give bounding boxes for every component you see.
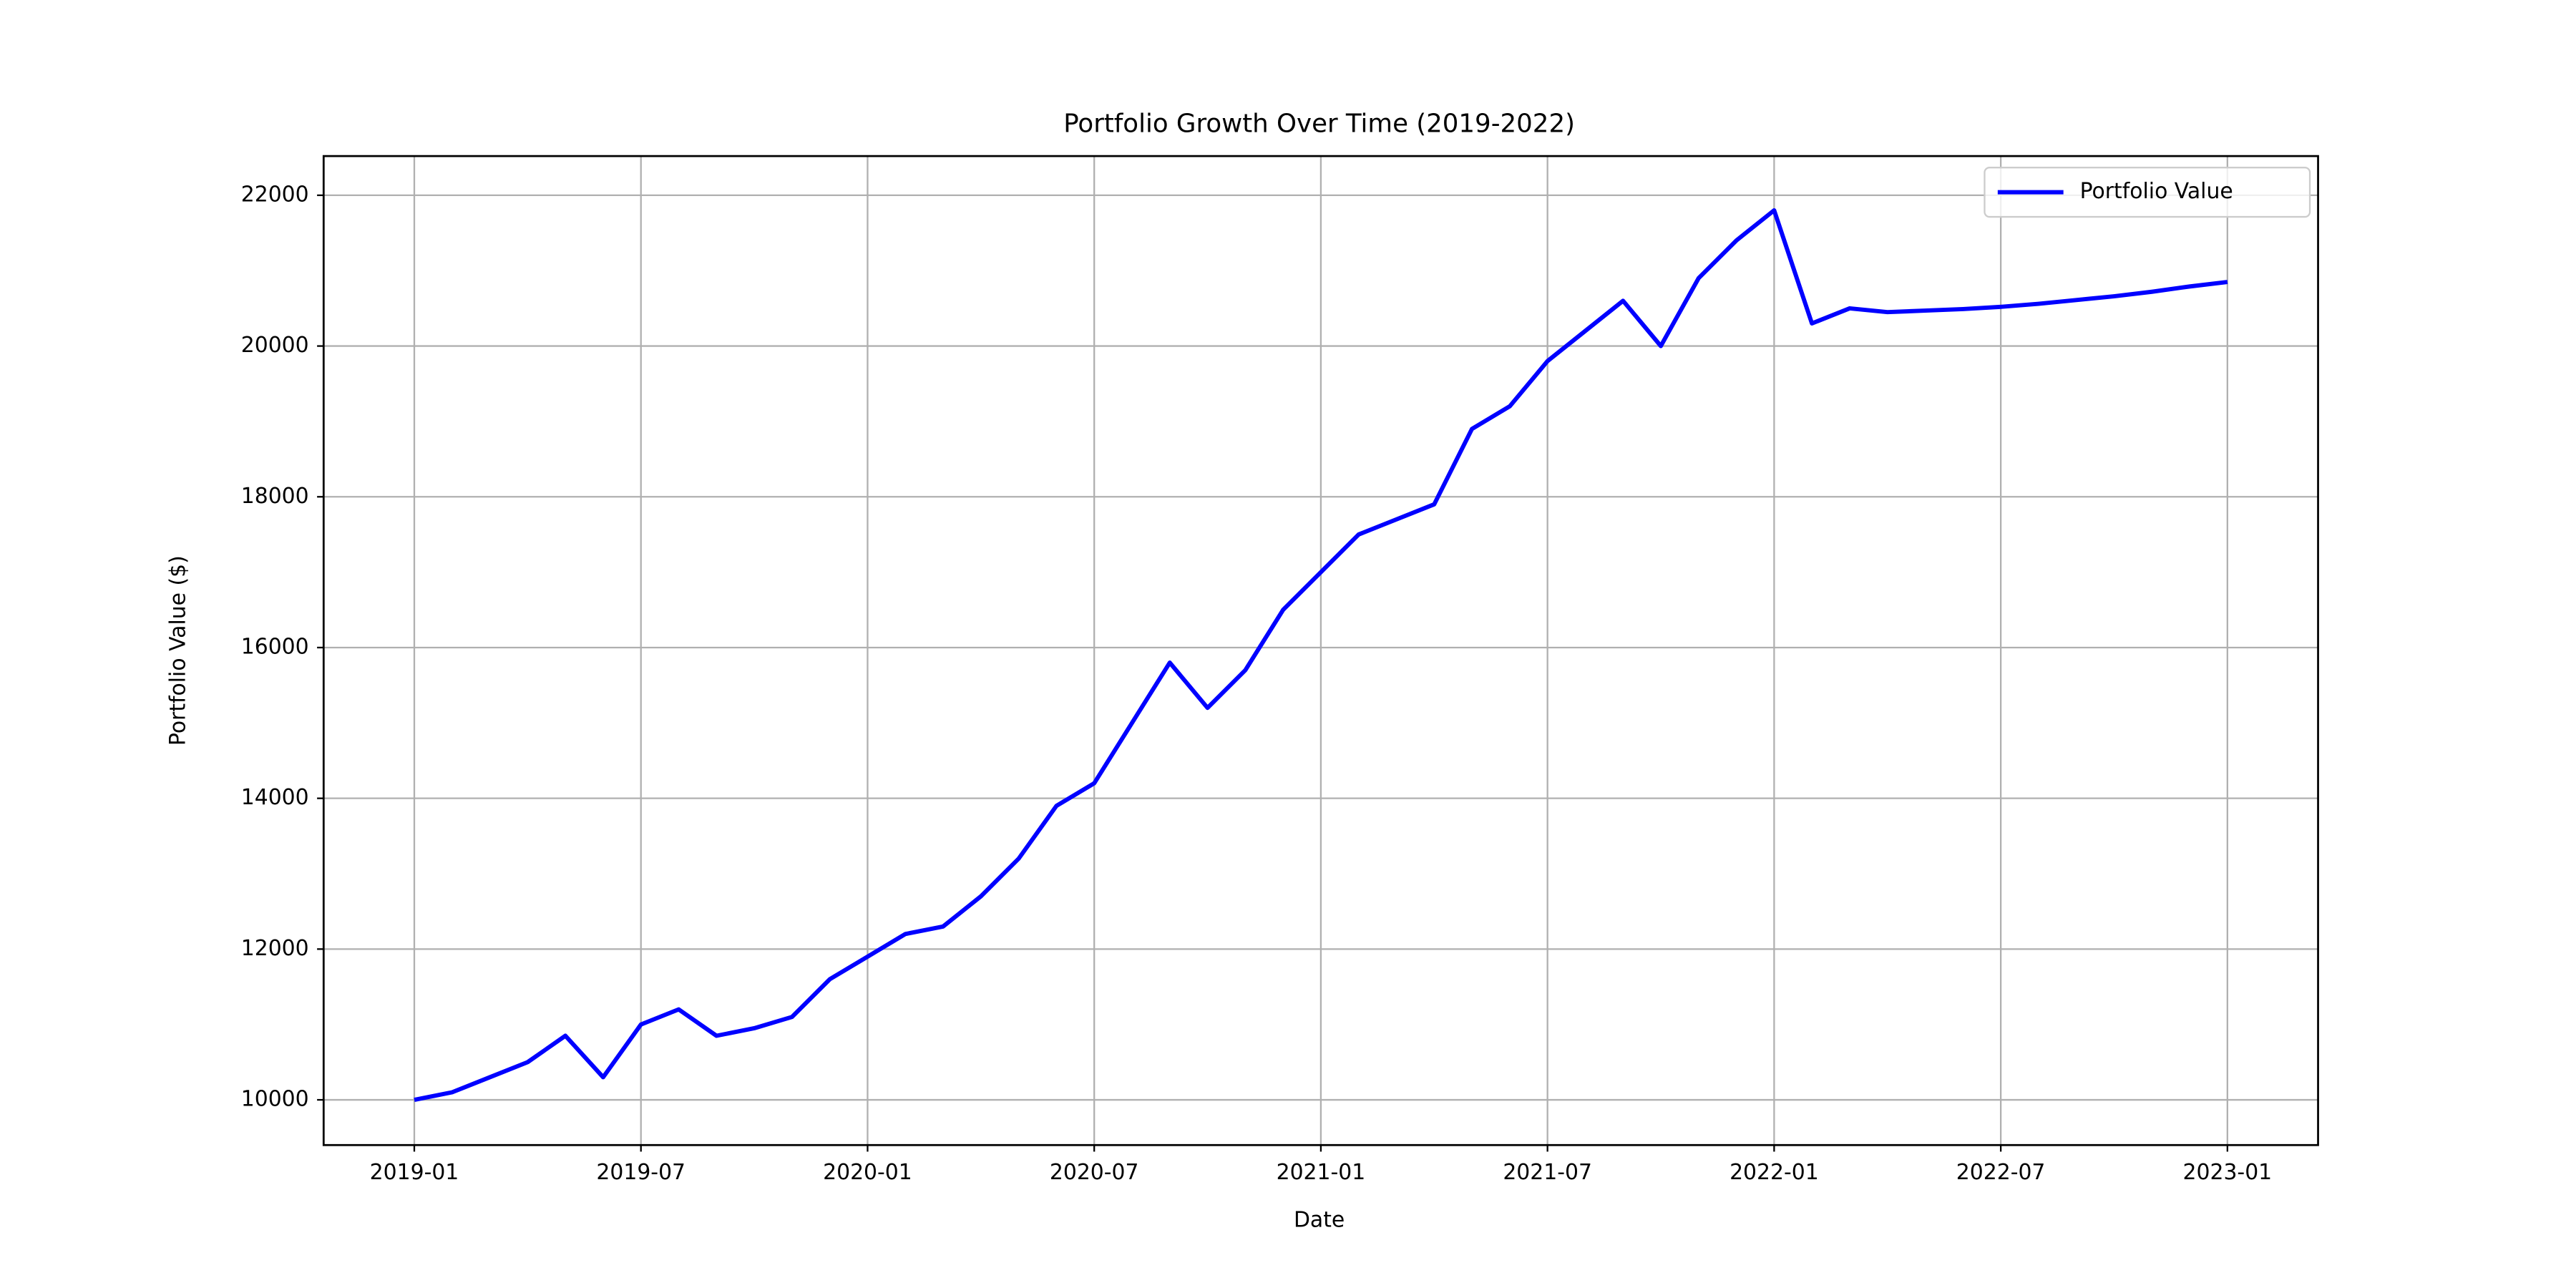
- x-tick-label: 2020-01: [823, 1160, 912, 1185]
- legend-label: Portfolio Value: [2080, 179, 2233, 204]
- y-tick-label: 16000: [241, 634, 309, 659]
- x-tick-label: 2022-01: [1729, 1160, 1819, 1185]
- x-tick-label: 2023-01: [2183, 1160, 2273, 1185]
- x-tick-label: 2021-01: [1277, 1160, 1366, 1185]
- legend-box: [1984, 167, 2311, 218]
- y-tick-label: 18000: [241, 484, 309, 509]
- y-tick-label: 10000: [241, 1087, 309, 1112]
- plot-frame: [322, 155, 2319, 1146]
- y-axis-label: Portfolio Value ($): [166, 555, 191, 746]
- legend: Portfolio Value: [1984, 167, 2311, 218]
- y-tick-label: 22000: [241, 182, 309, 207]
- x-axis-label: Date: [1294, 1207, 1345, 1232]
- x-tick-label: 2021-07: [1503, 1160, 1592, 1185]
- x-tick-label: 2019-07: [596, 1160, 686, 1185]
- x-tick-label: 2019-01: [370, 1160, 459, 1185]
- y-tick-label: 20000: [241, 333, 309, 358]
- data-line: [414, 208, 2228, 1102]
- x-tick-label: 2020-07: [1050, 1160, 1139, 1185]
- y-tick-label: 14000: [241, 785, 309, 810]
- chart-title: Portfolio Growth Over Time (2019-2022): [1063, 109, 1575, 138]
- y-tick-label: 12000: [241, 936, 309, 961]
- x-tick-label: 2022-07: [1956, 1160, 2046, 1185]
